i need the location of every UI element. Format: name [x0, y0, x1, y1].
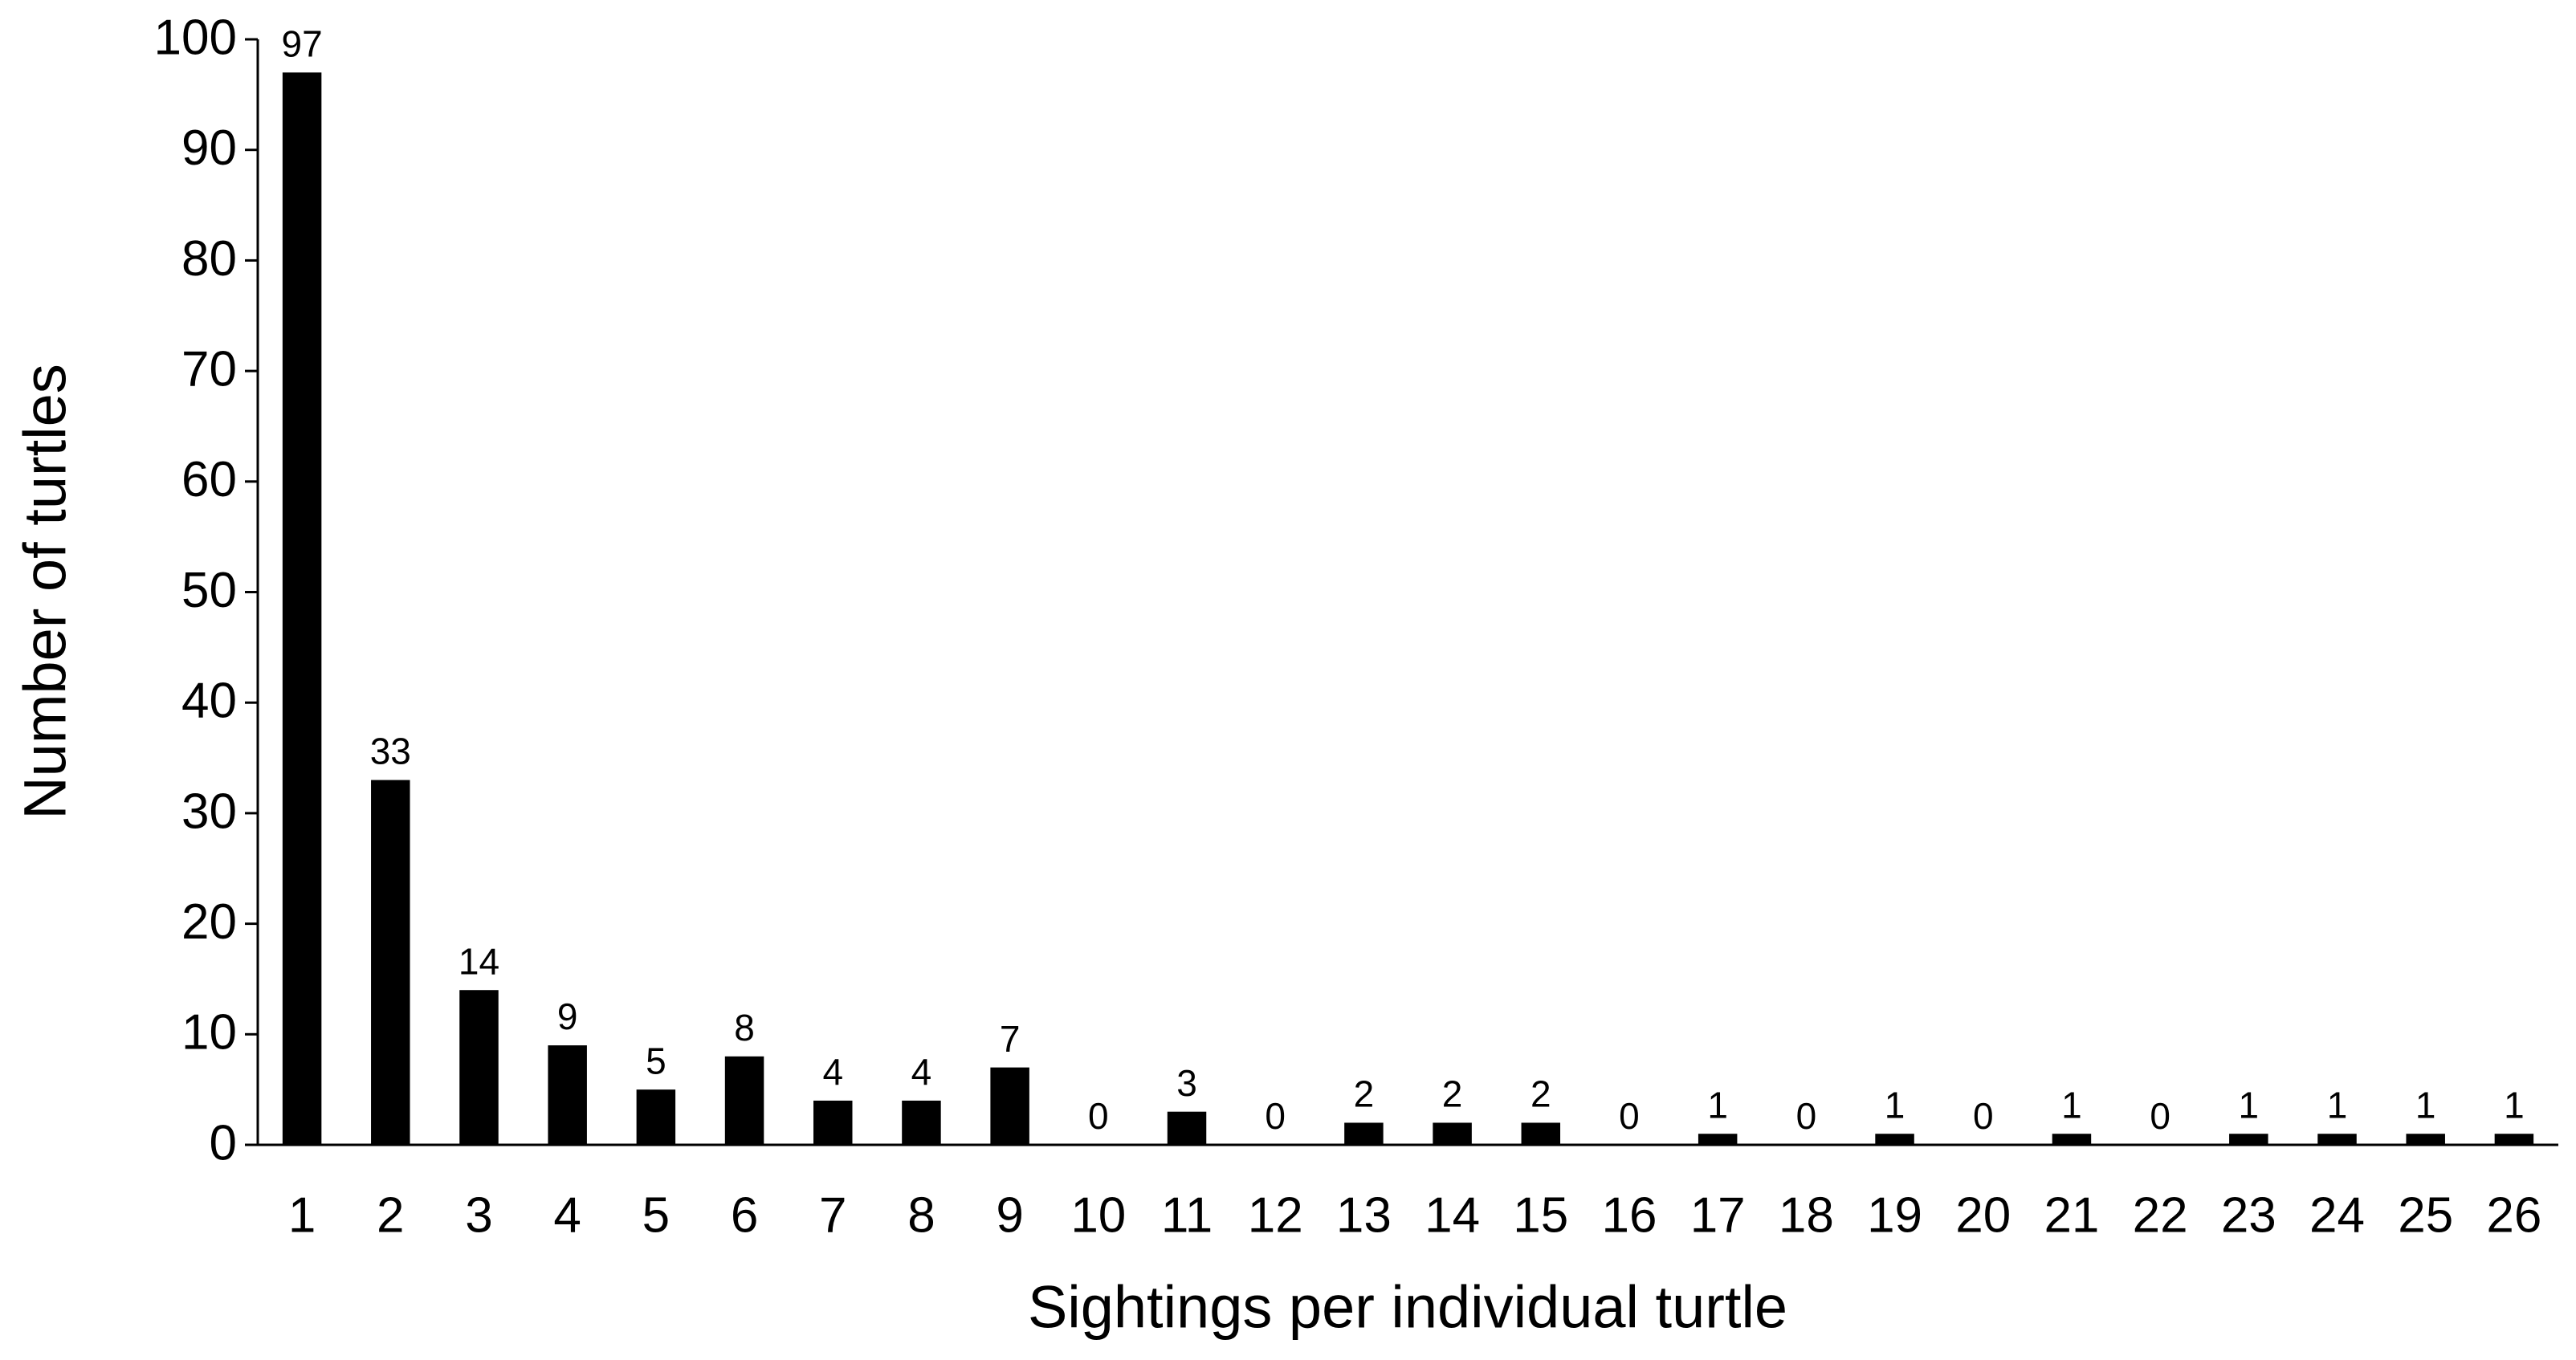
x-tick-label: 17: [1690, 1187, 1746, 1243]
x-tick-label: 16: [1601, 1187, 1657, 1243]
value-label: 0: [1796, 1095, 1817, 1137]
x-tick-label: 6: [731, 1187, 758, 1243]
x-tick-label: 15: [1513, 1187, 1568, 1243]
x-axis-title: Sightings per individual turtle: [1028, 1274, 1787, 1341]
x-tick-label: 1: [288, 1187, 316, 1243]
value-label: 0: [1265, 1095, 1286, 1137]
y-tick-label: 60: [181, 452, 237, 507]
value-label: 4: [911, 1051, 932, 1093]
bar: [1433, 1122, 1472, 1145]
bar: [2229, 1134, 2268, 1145]
value-label: 2: [1531, 1073, 1551, 1115]
x-tick-label: 20: [1955, 1187, 2011, 1243]
x-tick-label: 4: [553, 1187, 581, 1243]
value-label: 1: [1885, 1084, 1906, 1126]
x-tick-label: 11: [1161, 1187, 1213, 1243]
value-label: 0: [1088, 1095, 1109, 1137]
value-label: 1: [2415, 1084, 2436, 1126]
value-label: 14: [459, 940, 499, 982]
x-tick-label: 5: [642, 1187, 670, 1243]
x-tick-label: 2: [377, 1187, 404, 1243]
bar: [2052, 1134, 2092, 1145]
y-tick-label: 40: [181, 674, 237, 729]
value-label: 4: [822, 1051, 843, 1093]
x-tick-label: 9: [996, 1187, 1023, 1243]
y-tick-label: 30: [181, 784, 237, 839]
x-tick-label: 7: [819, 1187, 846, 1243]
x-tick-label: 22: [2133, 1187, 2188, 1243]
bar: [2494, 1134, 2534, 1145]
x-tick-label: 19: [1867, 1187, 1922, 1243]
bar: [902, 1100, 941, 1145]
x-tick-label: 13: [1336, 1187, 1392, 1243]
bar: [1521, 1122, 1561, 1145]
y-tick-label: 100: [154, 10, 237, 65]
bar: [1344, 1122, 1384, 1145]
value-label: 1: [2327, 1084, 2348, 1126]
x-tick-label: 12: [1248, 1187, 1303, 1243]
value-label: 1: [2239, 1084, 2260, 1126]
x-tick-label: 14: [1425, 1187, 1480, 1243]
value-label: 1: [2061, 1084, 2082, 1126]
value-label: 5: [646, 1040, 666, 1081]
bar: [636, 1089, 676, 1145]
y-tick-label: 50: [181, 563, 237, 618]
x-tick-label: 24: [2309, 1187, 2365, 1243]
bar: [990, 1067, 1029, 1145]
value-label: 1: [1707, 1084, 1728, 1126]
x-tick-label: 10: [1070, 1187, 1126, 1243]
value-label: 33: [370, 731, 411, 772]
bar: [724, 1056, 764, 1145]
value-label: 7: [1000, 1018, 1021, 1060]
value-label: 0: [1973, 1095, 1994, 1137]
x-tick-label: 8: [907, 1187, 935, 1243]
value-label: 2: [1442, 1073, 1463, 1115]
y-tick-label: 10: [181, 1005, 237, 1061]
value-label: 0: [2150, 1095, 2170, 1137]
bar: [282, 72, 322, 1145]
x-tick-label: 3: [465, 1187, 492, 1243]
x-tick-label: 23: [2221, 1187, 2276, 1243]
x-tick-label: 25: [2398, 1187, 2453, 1243]
x-tick-label: 21: [2044, 1187, 2099, 1243]
bar: [371, 780, 410, 1145]
x-tick-label: 18: [1779, 1187, 1834, 1243]
bar: [2406, 1134, 2445, 1145]
value-label: 97: [282, 22, 323, 64]
value-label: 0: [1619, 1095, 1640, 1137]
bar: [1167, 1111, 1207, 1145]
bar: [1875, 1134, 1914, 1145]
value-label: 9: [557, 996, 578, 1037]
y-tick-label: 0: [210, 1115, 237, 1171]
y-tick-label: 90: [181, 120, 237, 176]
y-tick-label: 80: [181, 231, 237, 287]
value-label: 2: [1354, 1073, 1375, 1115]
bar: [1698, 1134, 1738, 1145]
value-label: 3: [1176, 1062, 1197, 1104]
bar: [548, 1045, 587, 1145]
y-tick-label: 20: [181, 894, 237, 950]
bar: [813, 1100, 853, 1145]
y-tick-label: 70: [181, 341, 237, 397]
bar: [2317, 1134, 2357, 1145]
bar: [459, 990, 499, 1145]
y-axis-title: Number of turtles: [12, 364, 79, 820]
value-label: 1: [2504, 1084, 2525, 1126]
value-label: 8: [734, 1007, 755, 1049]
x-tick-label: 26: [2486, 1187, 2541, 1243]
